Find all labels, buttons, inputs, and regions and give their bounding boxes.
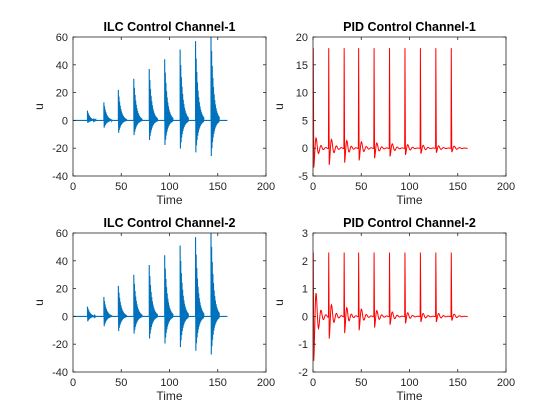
plot-title: ILC Control Channel-2	[104, 216, 236, 230]
x-tick-label: 100	[400, 181, 418, 193]
y-tick-label: 5	[302, 115, 308, 127]
x-tick-label: 50	[115, 377, 127, 389]
y-tick-label: -5	[298, 171, 308, 183]
y-tick-label: -20	[52, 339, 68, 351]
x-tick-label: 150	[449, 377, 467, 389]
plot-area	[313, 233, 506, 372]
y-tick-label: 20	[296, 32, 308, 44]
y-tick-label: 10	[296, 88, 308, 100]
y-tick-label: 60	[56, 228, 68, 240]
y-tick-label: 40	[56, 256, 68, 268]
y-tick-label: 0	[302, 143, 308, 155]
y-axis-label: u	[272, 103, 286, 110]
y-tick-label: 60	[56, 32, 68, 44]
plot-area	[73, 37, 266, 176]
series-line-1	[73, 233, 228, 355]
x-axis-label: Time	[396, 193, 423, 207]
plot-title: PID Control Channel-1	[343, 20, 476, 34]
x-tick-label: 150	[449, 181, 467, 193]
plot-area	[73, 233, 266, 372]
y-tick-label: 15	[296, 60, 308, 72]
x-tick-label: 50	[355, 377, 367, 389]
x-axis-label: Time	[396, 389, 423, 403]
plot-title: ILC Control Channel-1	[104, 20, 236, 34]
x-tick-label: 200	[497, 181, 515, 193]
y-tick-label: 0	[302, 311, 308, 323]
y-tick-label: -40	[52, 367, 68, 379]
x-tick-label: 0	[70, 181, 76, 193]
y-tick-label: 20	[56, 284, 68, 296]
y-tick-label: 1	[302, 284, 308, 296]
x-tick-label: 0	[310, 377, 316, 389]
series-line-1	[313, 48, 468, 168]
x-tick-label: 150	[209, 377, 227, 389]
y-tick-label: 0	[62, 311, 68, 323]
series-line-1	[313, 252, 468, 361]
x-tick-label: 200	[497, 377, 515, 389]
y-tick-label: 0	[62, 115, 68, 127]
x-tick-label: 150	[209, 181, 227, 193]
series-line-1	[73, 37, 228, 157]
y-tick-label: -1	[298, 339, 308, 351]
plot-area	[313, 37, 506, 176]
x-axis-label: Time	[156, 193, 183, 207]
y-axis-label: u	[32, 103, 46, 110]
x-tick-label: 50	[115, 181, 127, 193]
y-axis-label: u	[272, 299, 286, 306]
y-axis-label: u	[32, 299, 46, 306]
subplot-4: 0 50 100 150 200 -2 -1 0 1 2 3 PID Control Channel-…	[272, 216, 515, 403]
x-tick-label: 50	[355, 181, 367, 193]
y-tick-label: 20	[56, 88, 68, 100]
x-tick-label: 200	[257, 377, 275, 389]
y-tick-label: 2	[302, 256, 308, 268]
x-axis-label: Time	[156, 389, 183, 403]
y-tick-label: 3	[302, 228, 308, 240]
x-tick-label: 100	[160, 181, 178, 193]
x-tick-label: 200	[257, 181, 275, 193]
y-tick-label: -2	[298, 367, 308, 379]
y-tick-label: 40	[56, 60, 68, 72]
x-tick-label: 100	[400, 377, 418, 389]
plot-title: PID Control Channel-2	[343, 216, 476, 230]
x-tick-label: 100	[160, 377, 178, 389]
subplot-1: 0 50 100 150 200 -40 -20 0 20 40 60 ILC Control Cha…	[32, 20, 275, 207]
y-tick-label: -40	[52, 171, 68, 183]
subplot-3: 0 50 100 150 200 -40 -20 0 20 40 60 ILC Control Cha…	[32, 216, 275, 403]
y-tick-label: -20	[52, 143, 68, 155]
x-tick-label: 0	[310, 181, 316, 193]
x-tick-label: 0	[70, 377, 76, 389]
